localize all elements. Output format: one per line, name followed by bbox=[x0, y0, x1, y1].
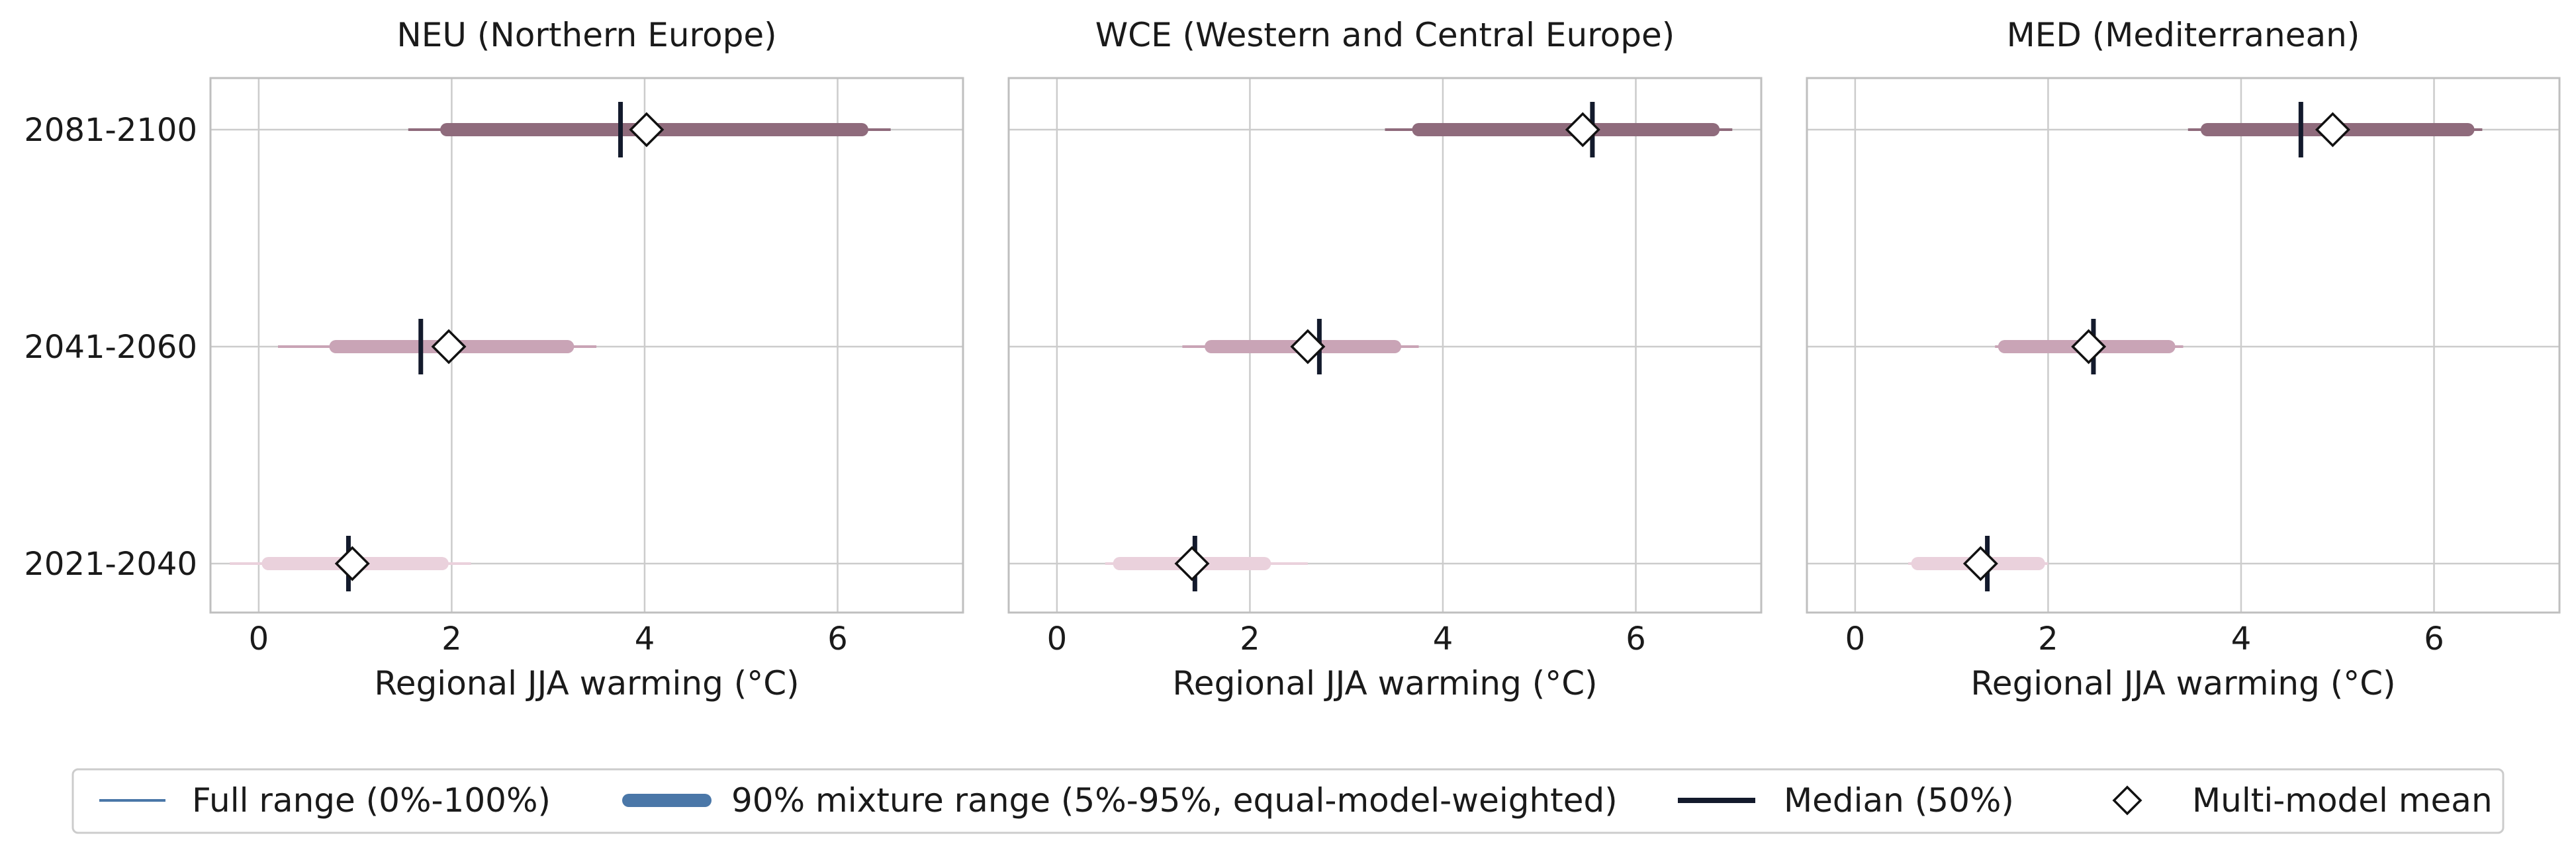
mean-marker bbox=[431, 329, 467, 364]
legend-swatch-mean bbox=[2112, 785, 2142, 816]
y-tick-label: 2021-2040 bbox=[24, 546, 197, 583]
panel-1: NEU (Northern Europe) 0 2 4 6 Regional JJA wa… bbox=[24, 16, 964, 703]
x-tick-label: 6 bbox=[1626, 620, 1646, 658]
legend-label-mixture-range: 90% mixture range (5%-95%, equal-model-w… bbox=[731, 781, 1618, 820]
plot-frame bbox=[1007, 77, 1763, 614]
mean-marker bbox=[1174, 546, 1210, 581]
mean-marker bbox=[2315, 112, 2350, 148]
x-tick-label: 4 bbox=[1433, 620, 1453, 658]
legend-label-mean: Multi-model mean bbox=[2192, 781, 2493, 820]
x-tick-label: 6 bbox=[827, 620, 848, 658]
y-tick-label: 2081-2100 bbox=[24, 112, 197, 149]
y-tick-label: 2041-2060 bbox=[24, 329, 197, 366]
plot-frame bbox=[1806, 77, 2561, 614]
x-tick-label: 2 bbox=[441, 620, 462, 658]
legend-label-full-range: Full range (0%-100%) bbox=[192, 781, 551, 820]
x-tick-label: 0 bbox=[249, 620, 269, 658]
panel-title: WCE (Western and Central Europe) bbox=[1095, 16, 1675, 54]
x-axis-label: Regional JJA warming (°C) bbox=[374, 664, 799, 703]
legend: Full range (0%-100%) 90% mixture range (5… bbox=[71, 768, 2505, 834]
mean-marker bbox=[1565, 112, 1600, 148]
mean-marker bbox=[2071, 329, 2107, 364]
panel-title: MED (Mediterranean) bbox=[2007, 16, 2360, 54]
mean-marker bbox=[1962, 546, 1998, 581]
mean-marker bbox=[334, 546, 370, 581]
panel-3: MED (Mediterranean) 0 2 4 6 Regional JJA warm… bbox=[1806, 16, 2561, 703]
mean-marker bbox=[1290, 329, 1326, 364]
x-tick-label: 0 bbox=[1845, 620, 1866, 658]
mean-marker bbox=[629, 112, 665, 148]
x-tick-label: 2 bbox=[2038, 620, 2058, 658]
plot-frame bbox=[209, 77, 964, 614]
legend-label-median: Median (50%) bbox=[1784, 781, 2014, 820]
x-tick-label: 4 bbox=[635, 620, 655, 658]
legend-frame bbox=[71, 768, 2505, 834]
x-axis-label: Regional JJA warming (°C) bbox=[1970, 664, 2395, 703]
panel-2: WCE (Western and Central Europe) 0 2 4 6 Regi… bbox=[1007, 16, 1763, 703]
x-tick-label: 0 bbox=[1047, 620, 1068, 658]
x-tick-label: 6 bbox=[2424, 620, 2444, 658]
x-tick-label: 2 bbox=[1240, 620, 1260, 658]
panel-title: NEU (Northern Europe) bbox=[396, 16, 776, 54]
x-tick-label: 4 bbox=[2231, 620, 2252, 658]
x-axis-label: Regional JJA warming (°C) bbox=[1172, 664, 1597, 703]
